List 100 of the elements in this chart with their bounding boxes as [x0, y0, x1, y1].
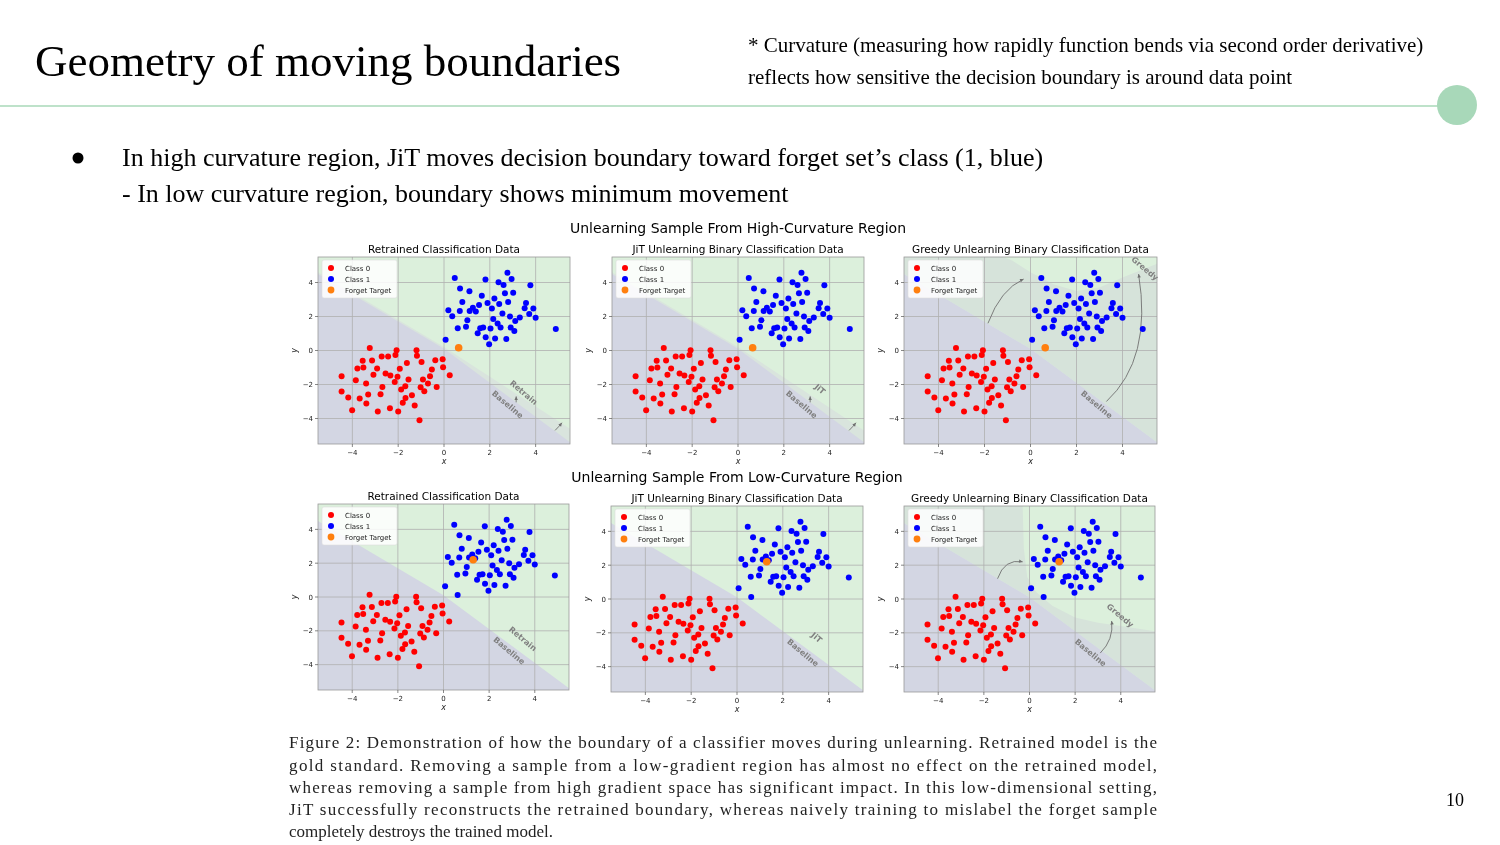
chart-title: JiT Unlearning Binary Classification Data: [630, 492, 843, 504]
point: [1097, 566, 1104, 573]
point: [478, 539, 485, 546]
point: [399, 646, 406, 653]
point: [1115, 554, 1122, 561]
point: [494, 526, 501, 533]
point: [516, 561, 523, 568]
point: [1004, 607, 1011, 614]
point: [800, 573, 807, 580]
point: [744, 523, 751, 530]
point: [679, 653, 686, 660]
point: [421, 388, 428, 395]
point: [454, 591, 461, 598]
point: [1069, 276, 1076, 283]
point: [945, 357, 952, 364]
point: [768, 330, 775, 337]
point: [1082, 301, 1089, 308]
point: [1006, 636, 1013, 643]
point: [397, 632, 404, 639]
text: * Curvature (measuring how rapidly function bends via second order derivative): [748, 33, 1424, 57]
point: [1098, 328, 1105, 335]
point: [781, 325, 788, 332]
point: [1078, 335, 1085, 342]
point: [988, 395, 995, 402]
point: [1087, 281, 1094, 288]
point: [972, 653, 979, 660]
point: [501, 290, 508, 297]
point: [413, 347, 420, 354]
point: [526, 311, 533, 318]
point: [701, 640, 708, 647]
point: [795, 290, 802, 297]
point: [657, 380, 664, 387]
point: [462, 323, 469, 330]
point: [418, 358, 425, 365]
point: [734, 364, 741, 371]
point: [681, 372, 688, 379]
point: [695, 643, 702, 650]
point: [664, 371, 671, 378]
point: [396, 612, 403, 619]
point: [1002, 417, 1009, 424]
point: [1035, 313, 1042, 320]
point: [1081, 549, 1088, 556]
point: [688, 373, 695, 380]
point: [796, 584, 803, 591]
point: [667, 656, 674, 663]
point: [1092, 573, 1099, 580]
point: [530, 305, 537, 312]
point: [525, 557, 532, 564]
point: [1004, 358, 1011, 365]
point: [689, 614, 696, 621]
point: [687, 622, 694, 629]
point: [464, 317, 471, 324]
point: [949, 400, 956, 407]
point: [776, 334, 783, 341]
point: [726, 357, 733, 364]
point: [354, 611, 361, 618]
point: [802, 276, 809, 283]
point: [961, 408, 968, 415]
point: [946, 612, 953, 619]
point: [652, 606, 659, 613]
point: [686, 595, 693, 602]
point: [504, 545, 511, 552]
point: [1026, 356, 1033, 363]
point: [1007, 388, 1014, 395]
point: [963, 639, 970, 646]
point: [338, 388, 345, 395]
point: [1069, 334, 1076, 341]
point: [1061, 550, 1068, 557]
point: [940, 365, 947, 372]
point: [417, 384, 424, 391]
point: [672, 353, 679, 360]
point: [656, 628, 663, 635]
point: [1093, 524, 1100, 531]
point: [706, 595, 713, 602]
point: [671, 391, 678, 398]
point: [960, 656, 967, 663]
point: [998, 402, 1005, 409]
point: [710, 417, 717, 424]
point: [402, 383, 409, 390]
point: [1088, 290, 1095, 297]
point: [713, 376, 720, 383]
point: [714, 636, 721, 643]
point: [489, 562, 496, 569]
point: [1028, 585, 1035, 592]
point: [527, 282, 534, 289]
point: [486, 572, 493, 579]
point: [402, 641, 409, 648]
chart-title: Greedy Unlearning Binary Classification Data: [911, 492, 1148, 504]
point: [980, 622, 987, 629]
point: [482, 334, 489, 341]
point: [959, 613, 966, 620]
point: [712, 624, 719, 631]
point: [439, 602, 446, 609]
point: [338, 619, 345, 626]
point: [793, 530, 800, 537]
point: [362, 626, 369, 633]
point: [442, 336, 449, 343]
point: [1033, 372, 1040, 379]
point: [747, 573, 754, 580]
point: [707, 347, 714, 354]
